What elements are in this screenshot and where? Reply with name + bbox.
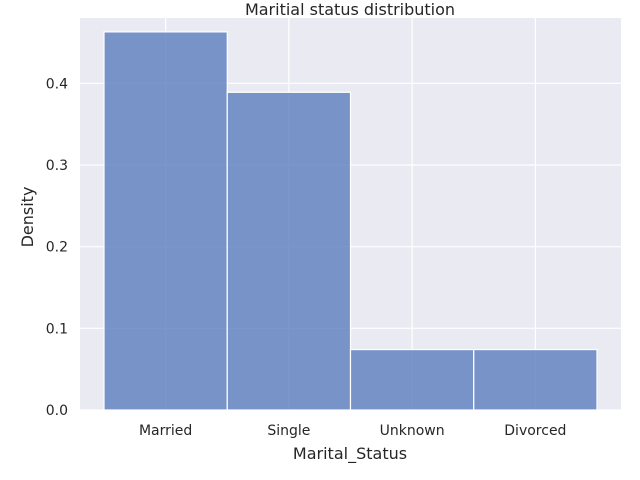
y-tick-label: 0.2 xyxy=(46,240,68,256)
y-tick-label: 0.0 xyxy=(46,403,68,419)
y-tick-labels: 0.0 0.1 0.2 0.3 0.4 xyxy=(46,76,68,419)
y-tick-label: 0.1 xyxy=(46,321,68,337)
chart-title: Maritial status distribution xyxy=(245,0,455,19)
bar-single xyxy=(226,91,352,411)
x-tick-labels: Married Single Unknown Divorced xyxy=(139,423,567,439)
bar-unknown xyxy=(349,348,475,411)
y-tick-label: 0.3 xyxy=(46,158,68,174)
bar-divorced xyxy=(473,348,598,411)
y-tick-label: 0.4 xyxy=(46,76,68,92)
x-tick-label: Unknown xyxy=(380,423,445,439)
y-axis-label: Density xyxy=(18,187,37,248)
x-tick-label: Single xyxy=(267,423,310,439)
x-tick-label: Divorced xyxy=(504,423,566,439)
bars xyxy=(103,31,598,411)
x-tick-label: Married xyxy=(139,423,192,439)
x-axis-label: Marital_Status xyxy=(293,444,407,464)
bar-married xyxy=(103,31,228,411)
